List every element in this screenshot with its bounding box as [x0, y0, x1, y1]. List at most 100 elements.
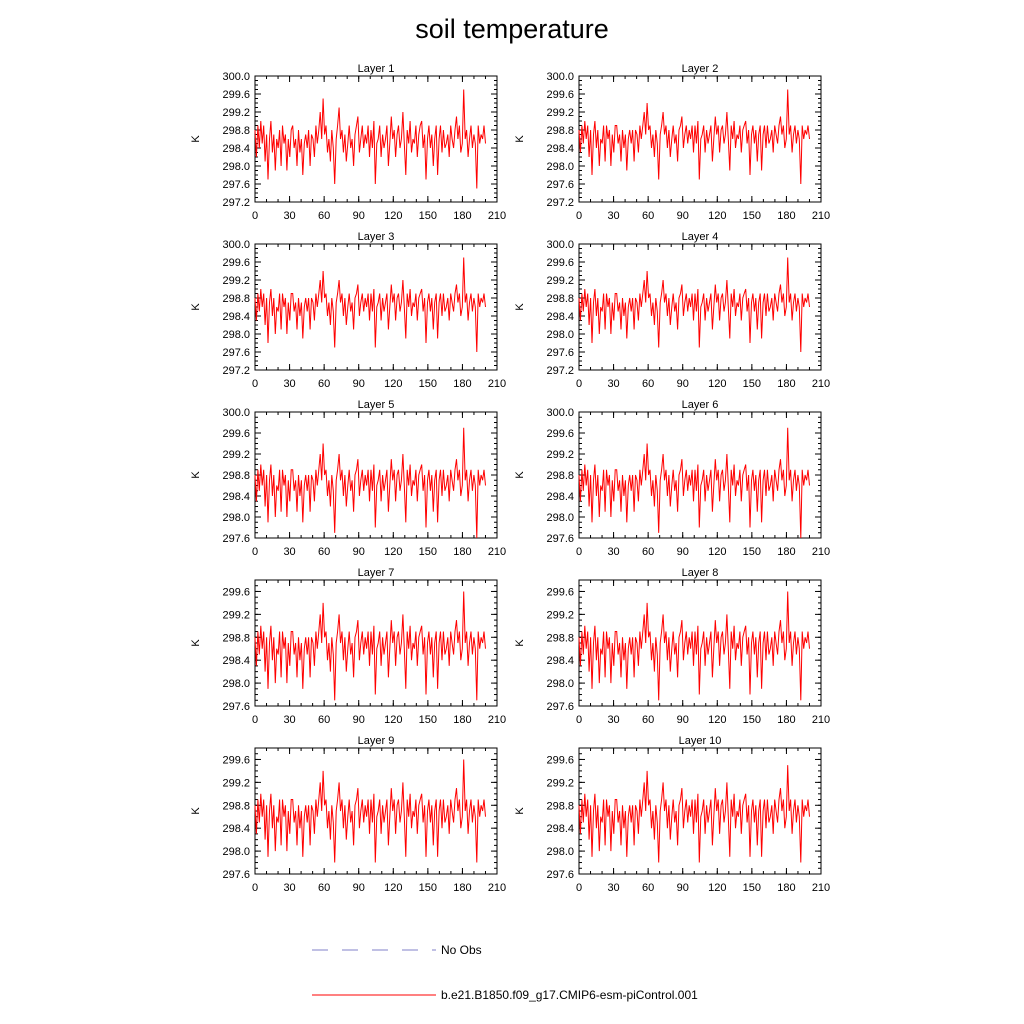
y-tick-label: 298.0 [222, 512, 250, 524]
x-tick-label: 60 [642, 210, 654, 222]
x-tick-label: 0 [576, 210, 582, 222]
x-tick-label: 0 [576, 378, 582, 390]
y-tick-label: 298.4 [546, 311, 574, 323]
panel-layer-8: Layer 8 K 0 30 60 90 120 150 180 210 297.6 298.0 298… [514, 567, 830, 726]
series-line [254, 89, 486, 189]
y-tick-label: 297.6 [546, 869, 574, 881]
x-tick-label: 120 [708, 210, 726, 222]
x-tick-label: 60 [318, 546, 330, 558]
y-tick-label: 299.6 [222, 89, 250, 101]
x-tick-label: 150 [743, 378, 761, 390]
x-tick-label: 180 [777, 882, 795, 894]
y-tick-label: 297.2 [546, 365, 574, 377]
y-tick-label: 300.0 [222, 71, 250, 83]
panel-title: Layer 3 [358, 231, 395, 243]
x-tick-label: 210 [812, 714, 830, 726]
y-axis-label: K [190, 135, 202, 143]
y-tick-label: 297.6 [546, 533, 574, 545]
x-tick-label: 30 [283, 714, 295, 726]
x-tick-label: 60 [318, 714, 330, 726]
x-tick-label: 150 [743, 546, 761, 558]
panel-layer-5: Layer 5 K 0 30 60 90 120 150 180 210 297.6 298.0 298… [190, 399, 506, 558]
series-line [578, 765, 810, 863]
figure-title: soil temperature [415, 14, 609, 44]
x-tick-label: 210 [488, 714, 506, 726]
x-tick-label: 0 [252, 378, 258, 390]
x-tick-label: 150 [419, 714, 437, 726]
y-axis-label: K [514, 135, 526, 143]
x-tick-label: 210 [812, 378, 830, 390]
y-tick-label: 298.8 [546, 293, 574, 305]
y-tick-label: 298.0 [222, 678, 250, 690]
y-tick-label: 298.8 [222, 125, 250, 137]
y-tick-label: 300.0 [546, 407, 574, 419]
y-tick-label: 297.6 [222, 701, 250, 713]
x-tick-label: 120 [384, 714, 402, 726]
x-tick-label: 30 [607, 882, 619, 894]
x-tick-label: 180 [777, 714, 795, 726]
x-tick-label: 60 [318, 378, 330, 390]
y-tick-label: 298.4 [546, 143, 574, 155]
series-line [578, 89, 810, 185]
x-tick-label: 210 [488, 210, 506, 222]
x-tick-label: 60 [642, 378, 654, 390]
y-tick-label: 299.6 [222, 257, 250, 269]
y-axis-label: K [514, 471, 526, 479]
y-tick-label: 299.6 [546, 89, 574, 101]
y-tick-label: 298.4 [546, 655, 574, 667]
x-tick-label: 150 [419, 882, 437, 894]
panel-layer-9: Layer 9 K 0 30 60 90 120 150 180 210 297.6 298.0 298… [190, 735, 506, 894]
x-tick-label: 120 [384, 378, 402, 390]
panel-layer-7: Layer 7 K 0 30 60 90 120 150 180 210 297.6 298.0 298… [190, 567, 506, 726]
series-line [254, 427, 486, 539]
x-tick-label: 180 [453, 378, 471, 390]
series-line [254, 257, 486, 353]
y-tick-label: 299.2 [546, 449, 574, 461]
x-tick-label: 30 [607, 378, 619, 390]
y-tick-label: 299.6 [546, 257, 574, 269]
y-axis-label: K [514, 303, 526, 311]
x-tick-label: 150 [743, 714, 761, 726]
panel-title: Layer 2 [682, 63, 719, 75]
y-tick-label: 298.0 [546, 161, 574, 173]
y-tick-label: 297.2 [546, 197, 574, 209]
x-tick-label: 150 [419, 546, 437, 558]
x-tick-label: 180 [453, 714, 471, 726]
y-tick-label: 297.6 [546, 179, 574, 191]
x-tick-label: 60 [642, 882, 654, 894]
y-tick-label: 297.2 [222, 365, 250, 377]
x-tick-label: 0 [252, 210, 258, 222]
y-tick-label: 299.6 [222, 754, 250, 766]
y-tick-label: 300.0 [546, 239, 574, 251]
series-line [254, 759, 486, 863]
y-tick-label: 298.4 [222, 491, 250, 503]
x-tick-label: 90 [353, 210, 365, 222]
y-axis-label: K [190, 471, 202, 479]
x-tick-label: 120 [708, 882, 726, 894]
y-tick-label: 298.0 [546, 329, 574, 341]
y-tick-label: 299.2 [222, 609, 250, 621]
panel-title: Layer 1 [358, 63, 395, 75]
x-tick-label: 180 [453, 210, 471, 222]
series-line [578, 427, 810, 539]
x-tick-label: 120 [384, 882, 402, 894]
x-tick-label: 30 [607, 546, 619, 558]
panel-title: Layer 5 [358, 399, 395, 411]
x-tick-label: 180 [453, 882, 471, 894]
x-tick-label: 90 [353, 378, 365, 390]
x-tick-label: 30 [283, 210, 295, 222]
x-tick-label: 0 [576, 546, 582, 558]
x-tick-label: 180 [777, 546, 795, 558]
y-tick-label: 298.4 [222, 655, 250, 667]
y-tick-label: 298.8 [546, 470, 574, 482]
y-tick-label: 298.8 [222, 470, 250, 482]
y-tick-label: 297.6 [222, 869, 250, 881]
legend-label-no-obs: No Obs [441, 943, 482, 957]
x-tick-label: 30 [607, 714, 619, 726]
x-tick-label: 120 [384, 210, 402, 222]
y-tick-label: 300.0 [546, 71, 574, 83]
panel-layer-3: Layer 3 K 0 30 60 90 120 150 180 210 297.2 297.6 298… [190, 231, 506, 390]
panel-layer-1: Layer 1 K 0 30 60 90 120 150 180 210 297.2 297.6 298… [190, 63, 506, 222]
panel-title: Layer 8 [682, 567, 719, 579]
